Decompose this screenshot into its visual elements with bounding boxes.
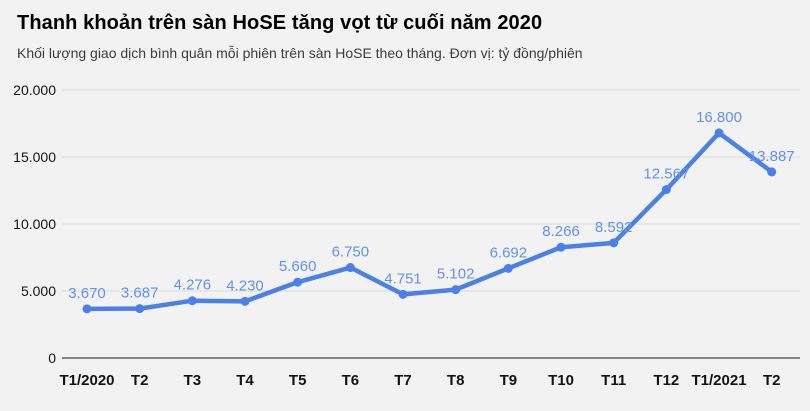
data-value-label: 12.567 — [643, 166, 689, 183]
x-tick-label: T2 — [131, 372, 149, 389]
data-value-label: 6.692 — [490, 244, 528, 261]
data-point — [661, 185, 671, 195]
data-value-label: 6.750 — [332, 244, 370, 261]
data-value-label: 5.660 — [279, 258, 317, 275]
data-point — [345, 263, 355, 273]
line-chart: 0 5.000 10.000 15.000 20.000 T1/2020 T2 T3 T4 T5 T… — [0, 80, 810, 411]
data-point — [556, 242, 566, 252]
data-value-label: 3.670 — [68, 285, 106, 302]
x-tick-label: T12 — [653, 372, 679, 389]
x-tick-label: T1/2021 — [692, 372, 747, 389]
x-tick-label: T5 — [289, 372, 307, 389]
x-tick-label: T8 — [447, 372, 465, 389]
data-point — [240, 296, 250, 306]
data-point — [767, 167, 777, 177]
x-tick-label: T9 — [500, 372, 518, 389]
x-tick-label: T4 — [236, 372, 254, 389]
data-value-label: 8.592 — [595, 219, 633, 236]
chart-title: Thanh khoản trên sàn HoSE tăng vọt từ cu… — [17, 12, 543, 34]
data-point — [82, 304, 92, 314]
data-value-label: 8.266 — [542, 223, 580, 240]
x-tick-label: T11 — [601, 372, 626, 389]
data-value-label: 4.276 — [174, 277, 212, 294]
data-value-label: 4.230 — [226, 277, 264, 294]
x-tick-label: T6 — [342, 372, 360, 389]
y-tick-label: 0 — [48, 350, 56, 366]
data-line — [84, 130, 774, 312]
data-point — [451, 285, 461, 295]
data-point — [503, 263, 513, 273]
x-tick-label: T1/2020 — [59, 372, 114, 389]
x-tick-label: T2 — [763, 372, 781, 389]
data-value-label: 13.887 — [749, 148, 795, 165]
y-tick-label: 10.000 — [13, 216, 56, 232]
data-point — [135, 304, 145, 314]
y-tick-label: 20.000 — [13, 82, 56, 98]
data-value-label: 5.102 — [437, 266, 475, 283]
chart-svg: 0 5.000 10.000 15.000 20.000 T1/2020 T2 T3 T4 T5 T… — [13, 82, 800, 389]
data-point — [187, 296, 197, 306]
data-value-label: 3.687 — [121, 285, 159, 302]
x-tick-label: T10 — [548, 372, 574, 389]
data-value-label: 4.751 — [384, 270, 422, 287]
chart-header: Thanh khoản trên sàn HoSE tăng vọt từ cu… — [17, 12, 800, 61]
y-tick-label: 5.000 — [21, 283, 56, 299]
data-point — [714, 128, 724, 138]
chart-subtitle: Khối lượng giao dịch bình quân mỗi phiên… — [17, 45, 583, 61]
y-tick-label: 15.000 — [13, 149, 56, 165]
data-value-label: 16.800 — [696, 109, 742, 126]
data-point — [398, 289, 408, 299]
data-point — [609, 238, 619, 248]
data-point — [293, 277, 303, 287]
x-tick-label: T7 — [394, 372, 412, 389]
x-tick-label: T3 — [184, 372, 202, 389]
